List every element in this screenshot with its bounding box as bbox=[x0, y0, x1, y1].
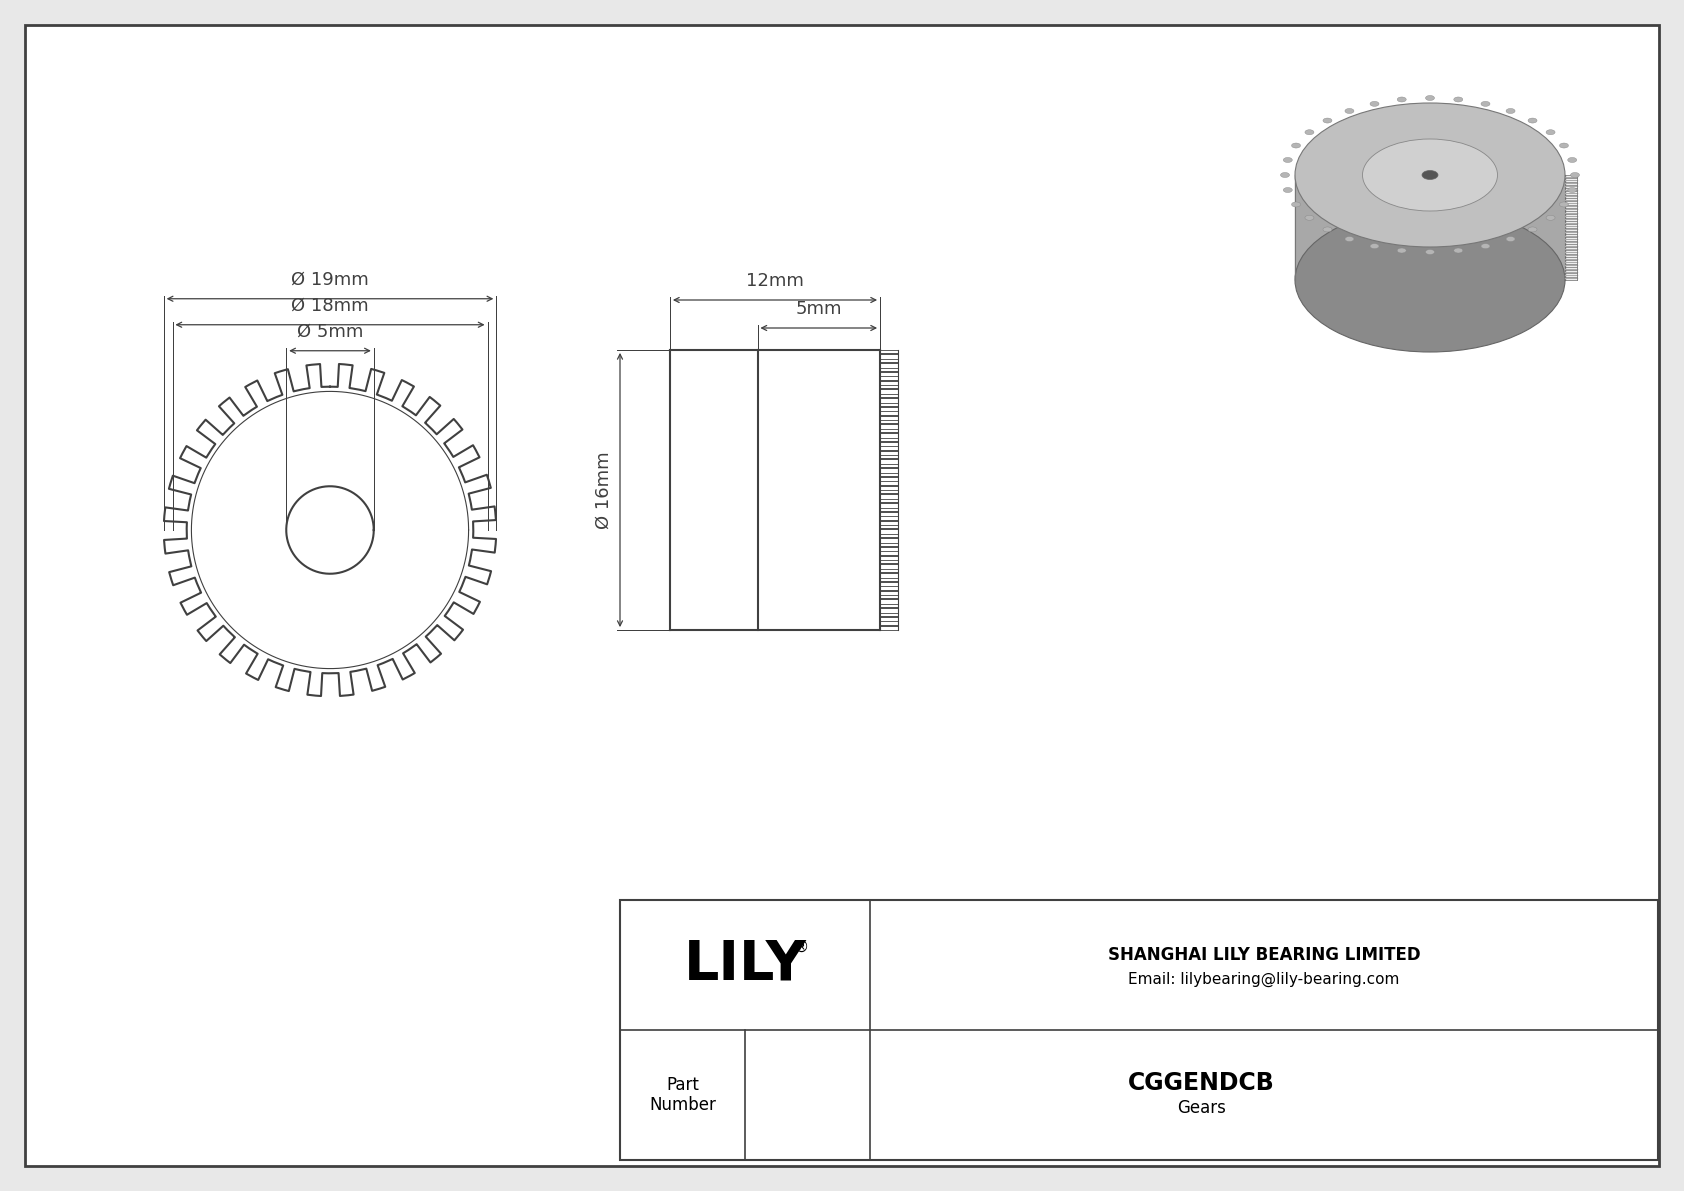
Ellipse shape bbox=[1505, 237, 1516, 242]
Bar bbox=[620, 900, 1659, 1160]
Text: 12mm: 12mm bbox=[746, 272, 803, 289]
Ellipse shape bbox=[1371, 244, 1379, 249]
Text: Gears: Gears bbox=[1177, 1099, 1226, 1117]
Ellipse shape bbox=[1398, 96, 1406, 102]
Text: Email: lilybearing@lily-bearing.com: Email: lilybearing@lily-bearing.com bbox=[1128, 972, 1399, 986]
Ellipse shape bbox=[1568, 157, 1576, 162]
Ellipse shape bbox=[1559, 202, 1568, 207]
Ellipse shape bbox=[1280, 173, 1290, 177]
Text: LILY: LILY bbox=[684, 939, 807, 992]
Text: Ø 19mm: Ø 19mm bbox=[291, 270, 369, 288]
Polygon shape bbox=[1295, 175, 1564, 280]
Text: CGGENDCB: CGGENDCB bbox=[1128, 1071, 1275, 1095]
Ellipse shape bbox=[1480, 244, 1490, 249]
Ellipse shape bbox=[1371, 101, 1379, 106]
Ellipse shape bbox=[1346, 108, 1354, 113]
Ellipse shape bbox=[1527, 118, 1537, 123]
Text: Ø 18mm: Ø 18mm bbox=[291, 297, 369, 314]
Ellipse shape bbox=[1362, 139, 1497, 211]
Ellipse shape bbox=[1505, 108, 1516, 113]
Ellipse shape bbox=[1324, 118, 1332, 123]
Ellipse shape bbox=[1546, 130, 1554, 135]
Ellipse shape bbox=[1421, 170, 1438, 180]
Text: SHANGHAI LILY BEARING LIMITED: SHANGHAI LILY BEARING LIMITED bbox=[1108, 946, 1420, 964]
Text: ®: ® bbox=[793, 940, 808, 954]
Ellipse shape bbox=[1453, 96, 1463, 102]
Ellipse shape bbox=[1568, 187, 1576, 193]
Ellipse shape bbox=[1292, 202, 1300, 207]
Text: Ø 5mm: Ø 5mm bbox=[296, 323, 364, 341]
Ellipse shape bbox=[1283, 187, 1292, 193]
Ellipse shape bbox=[1324, 227, 1332, 232]
Ellipse shape bbox=[1453, 248, 1463, 252]
Text: Ø 16mm: Ø 16mm bbox=[594, 451, 613, 529]
Ellipse shape bbox=[1559, 143, 1568, 148]
Ellipse shape bbox=[1283, 157, 1292, 162]
Ellipse shape bbox=[1292, 143, 1300, 148]
Ellipse shape bbox=[1527, 227, 1537, 232]
Ellipse shape bbox=[1295, 102, 1564, 247]
Ellipse shape bbox=[1346, 237, 1354, 242]
Ellipse shape bbox=[1425, 95, 1435, 100]
Ellipse shape bbox=[1425, 249, 1435, 255]
Text: Part
Number: Part Number bbox=[648, 1075, 716, 1115]
Ellipse shape bbox=[1546, 216, 1554, 220]
Ellipse shape bbox=[1305, 130, 1314, 135]
Ellipse shape bbox=[1398, 248, 1406, 252]
Ellipse shape bbox=[1571, 173, 1580, 177]
Ellipse shape bbox=[1295, 208, 1564, 353]
Ellipse shape bbox=[1305, 216, 1314, 220]
Text: 5mm: 5mm bbox=[795, 300, 842, 318]
Ellipse shape bbox=[1480, 101, 1490, 106]
